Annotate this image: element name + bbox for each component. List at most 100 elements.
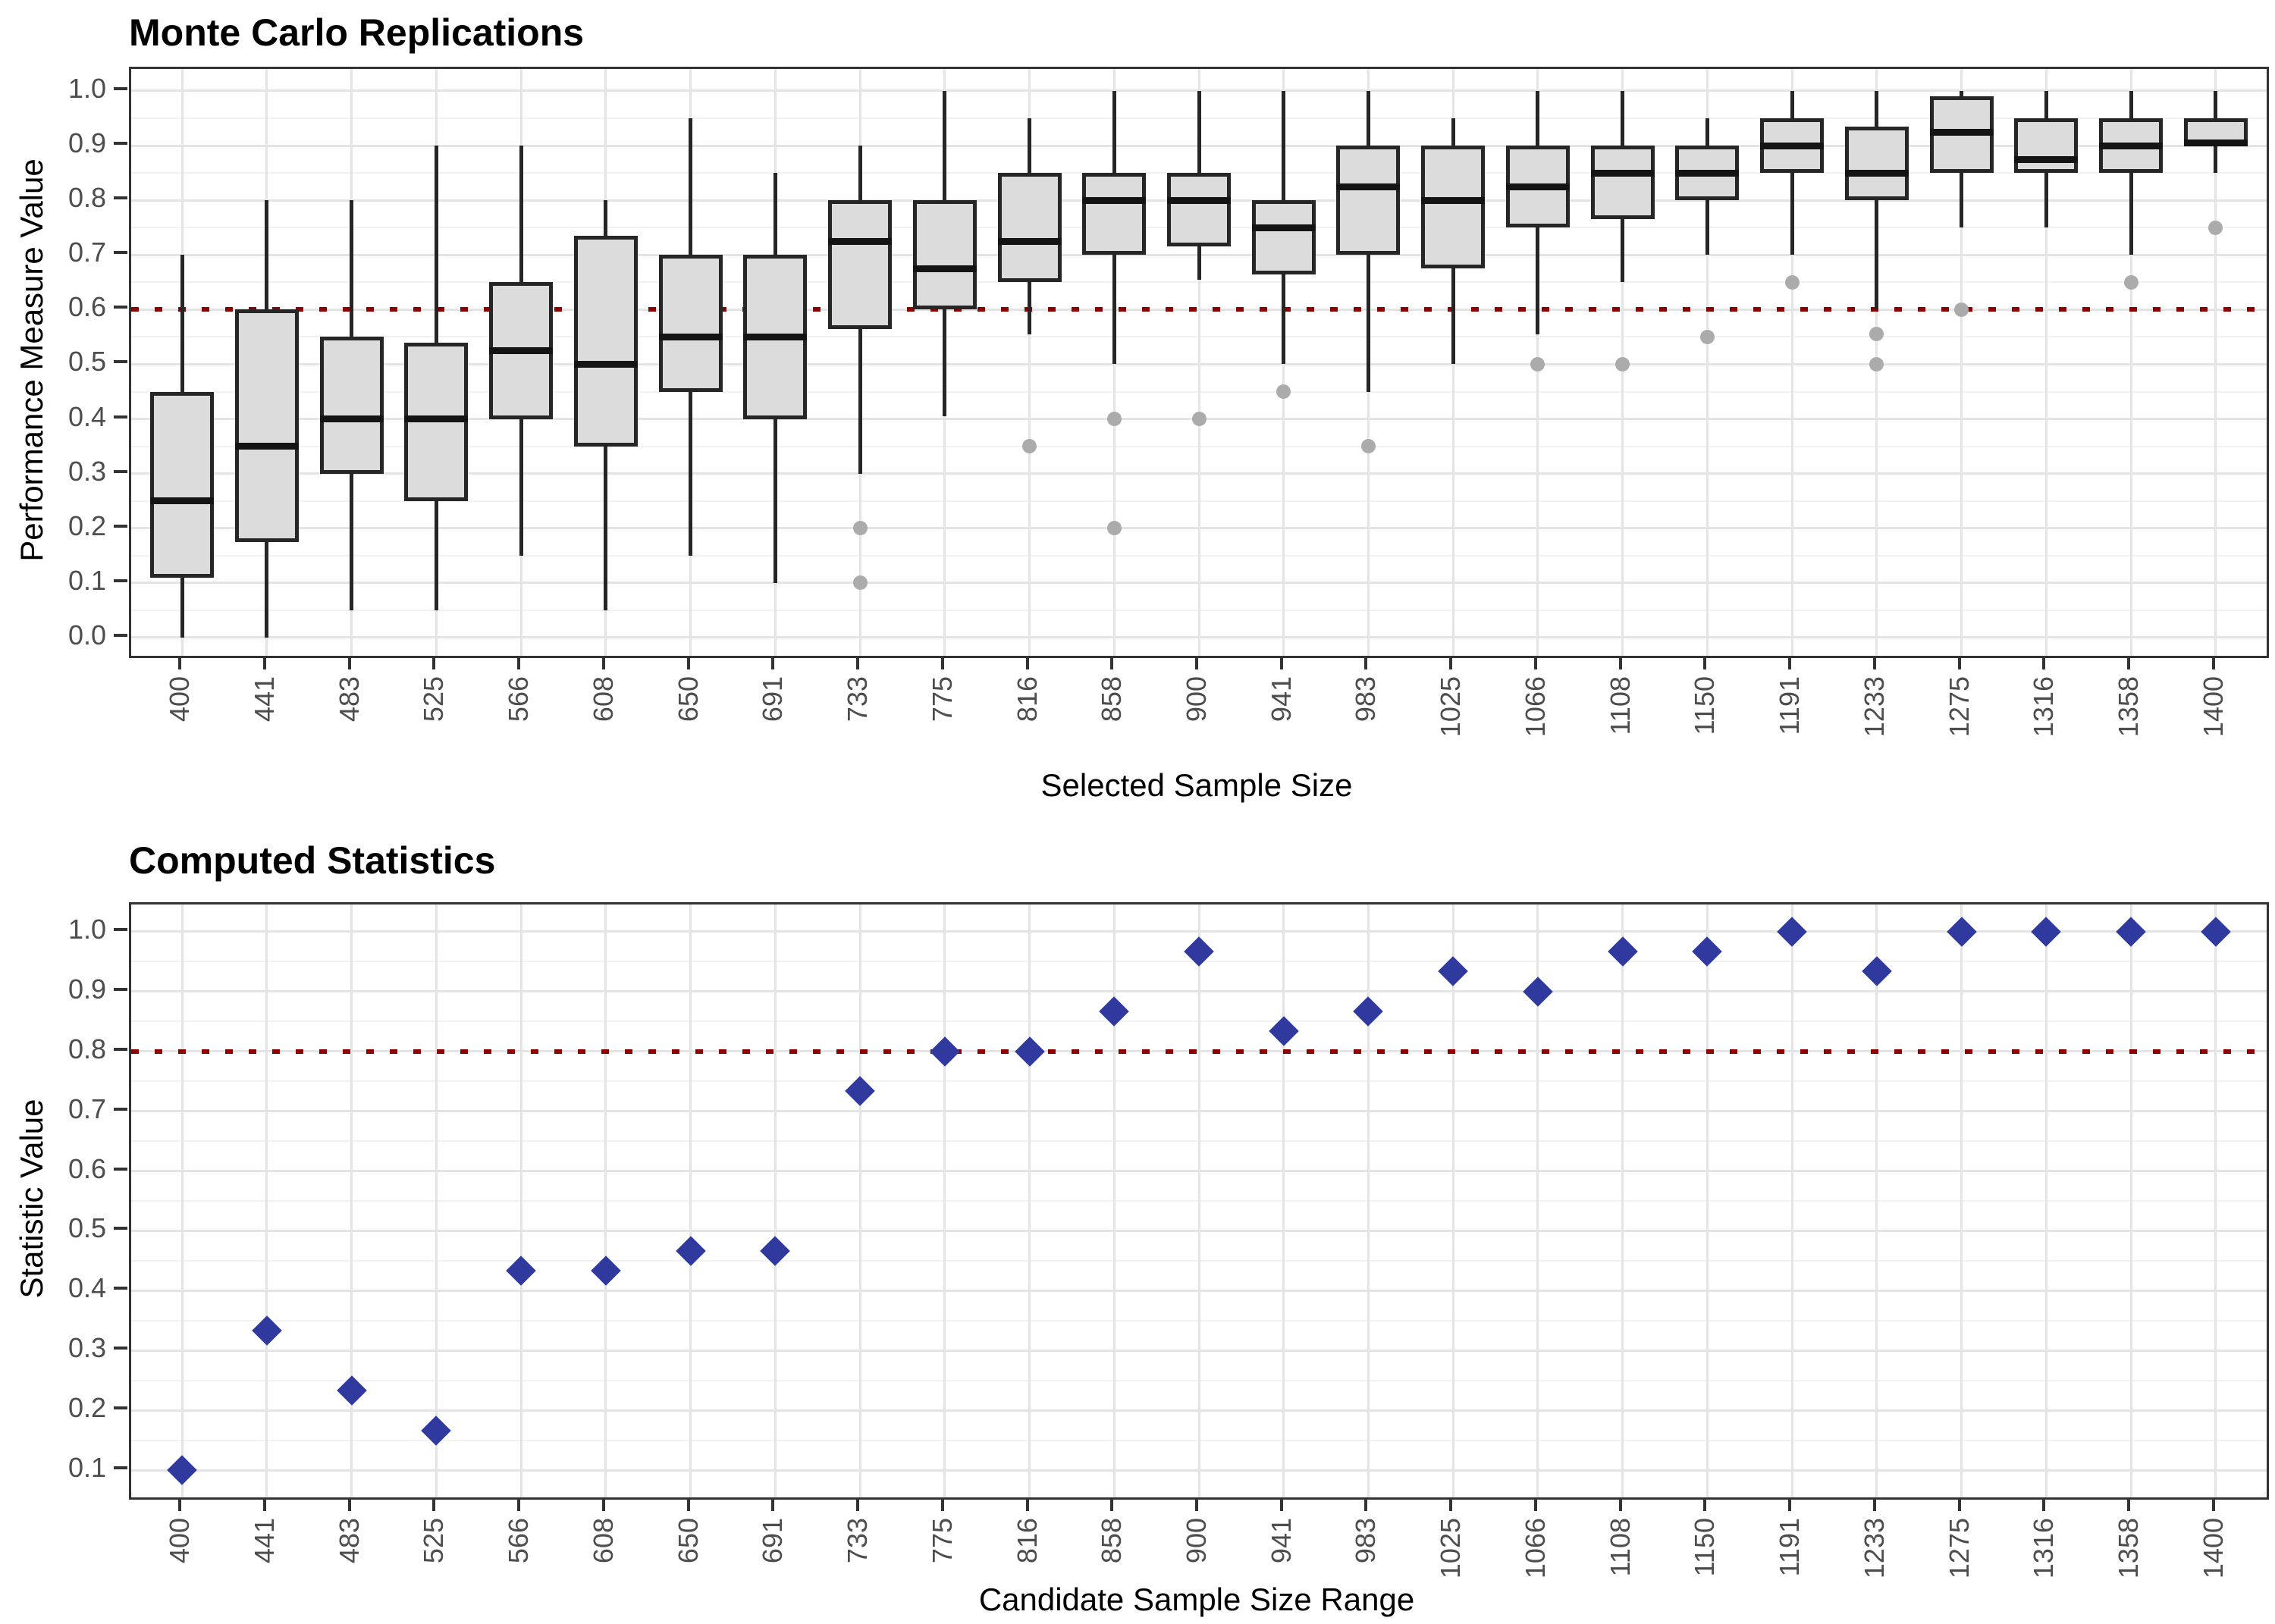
box-rect <box>1082 173 1147 256</box>
x-tick-label: 400 <box>164 1518 196 1564</box>
box-rect <box>1251 200 1316 274</box>
median-line <box>1336 183 1401 190</box>
x-tick-mark <box>940 656 944 669</box>
gridline-v-major <box>689 904 692 1497</box>
x-tick-label: 900 <box>1181 1518 1212 1564</box>
x-axis-title-selected-sample-size: Selected Sample Size <box>1040 767 1353 803</box>
x-tick-mark <box>432 656 436 669</box>
median-line <box>1082 196 1147 204</box>
box-rect <box>912 200 977 310</box>
median-line <box>658 333 723 340</box>
x-tick-mark <box>856 1497 860 1511</box>
x-tick-label: 483 <box>333 676 365 723</box>
y-tick-label: 0.7 <box>67 237 106 268</box>
y-tick-mark <box>114 927 127 931</box>
y-tick-mark <box>114 1227 127 1231</box>
x-tick-label: 816 <box>1011 676 1043 723</box>
gridline-v-major <box>2129 69 2132 656</box>
gridline-v-major <box>1197 904 1200 1497</box>
x-tick-label: 733 <box>842 676 874 723</box>
outlier-point <box>1869 327 1884 342</box>
median-line <box>1251 224 1316 231</box>
x-tick-mark <box>1872 1497 1876 1511</box>
median-line <box>489 346 554 354</box>
outlier-point <box>1191 412 1207 427</box>
x-tick-label: 858 <box>1096 1518 1128 1564</box>
gridline-v-major <box>1875 904 1878 1497</box>
x-tick-mark <box>771 656 775 669</box>
x-tick-label: 1066 <box>1519 676 1551 738</box>
x-tick-label: 441 <box>248 1518 280 1564</box>
x-tick-mark <box>262 1497 266 1511</box>
x-tick-mark <box>2042 1497 2046 1511</box>
y-tick-mark <box>114 251 127 255</box>
x-tick-mark <box>262 656 266 669</box>
x-tick-label: 1108 <box>1604 1518 1636 1577</box>
x-tick-label: 1358 <box>2113 1518 2145 1579</box>
x-tick-mark <box>686 1497 690 1511</box>
x-tick-mark <box>1788 656 1792 669</box>
median-line <box>1590 169 1655 177</box>
box-rect <box>573 236 638 447</box>
x-tick-label: 858 <box>1096 676 1128 723</box>
gridline-v-major <box>180 904 184 1497</box>
y-tick-label: 0.2 <box>67 509 106 541</box>
y-tick-label: 0.4 <box>67 1272 106 1304</box>
median-line <box>912 265 977 272</box>
x-tick-label: 400 <box>164 676 196 723</box>
median-line <box>1929 128 1994 136</box>
box-rect <box>150 391 215 578</box>
gridline-v-major <box>1112 904 1116 1497</box>
x-tick-mark <box>517 656 521 669</box>
gridline-v-major <box>1705 904 1709 1497</box>
x-tick-label: 941 <box>1265 1518 1297 1564</box>
x-tick-mark <box>1618 656 1622 669</box>
x-tick-mark <box>1788 1497 1792 1511</box>
chart-title-computed-statistics: Computed Statistics <box>129 839 496 882</box>
x-tick-label: 983 <box>1350 676 1382 723</box>
threshold-line <box>131 1049 2267 1054</box>
y-tick-label: 0.9 <box>67 973 106 1005</box>
x-tick-label: 1108 <box>1604 676 1636 735</box>
gridline-v-major <box>519 904 522 1497</box>
box-rect <box>828 200 893 329</box>
outlier-point <box>852 575 868 591</box>
y-tick-mark <box>114 524 127 528</box>
x-tick-mark <box>432 1497 436 1511</box>
median-line <box>1844 169 1909 177</box>
diamond-point <box>929 1036 960 1067</box>
x-tick-mark <box>1957 1497 1961 1511</box>
y-tick-label: 0.9 <box>67 127 106 159</box>
x-tick-label: 441 <box>248 676 280 723</box>
y-tick-label: 0.4 <box>67 400 106 432</box>
x-tick-mark <box>1703 656 1707 669</box>
x-tick-mark <box>1533 656 1537 669</box>
gridline-v-major <box>435 904 438 1497</box>
x-tick-mark <box>347 656 351 669</box>
x-tick-mark <box>1449 1497 1453 1511</box>
threshold-line <box>131 307 2267 312</box>
x-tick-mark <box>2127 656 2131 669</box>
x-tick-mark <box>1449 656 1453 669</box>
x-tick-label: 983 <box>1350 1518 1382 1564</box>
gridline-v-major <box>1451 904 1454 1497</box>
gridline-v-major <box>1960 69 1963 656</box>
gridline-v-major <box>350 904 353 1497</box>
y-tick-mark <box>114 578 127 582</box>
x-tick-label: 775 <box>926 1518 958 1564</box>
x-tick-label: 941 <box>1265 676 1297 723</box>
gridline-v-major <box>2214 904 2217 1497</box>
outlier-point <box>1022 439 1037 454</box>
gridline-v-major <box>943 904 946 1497</box>
y-tick-label: 0.0 <box>67 619 106 651</box>
x-tick-mark <box>2127 1497 2131 1511</box>
diamond-point <box>1014 1036 1045 1067</box>
x-tick-label: 900 <box>1181 676 1212 723</box>
diamond-point <box>1777 916 1808 947</box>
gridline-v-major <box>1536 904 1539 1497</box>
x-tick-label: 525 <box>418 676 450 723</box>
gridline-v-major <box>1028 69 1031 656</box>
box-rect <box>319 337 384 474</box>
y-tick-label: 0.3 <box>67 455 106 487</box>
whisker-line <box>2129 90 2133 256</box>
